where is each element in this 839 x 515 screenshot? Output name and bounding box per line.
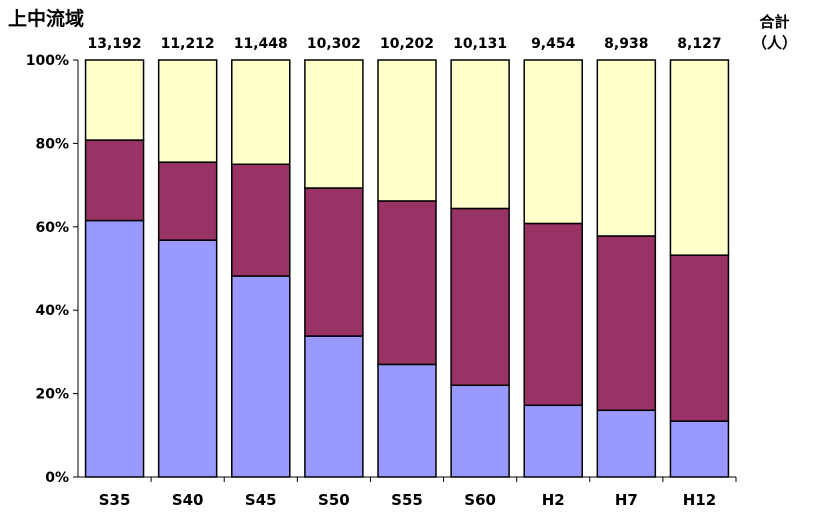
y-tick-label: 40% — [35, 303, 69, 319]
bar-segment — [157, 59, 218, 163]
total-value-label: 8,938 — [604, 36, 648, 52]
x-tick-label: S50 — [318, 491, 350, 509]
bar-segment — [377, 59, 437, 202]
bar-segment — [157, 161, 218, 241]
bar-segment — [596, 59, 657, 237]
total-value-label: 8,127 — [677, 36, 721, 52]
y-tick-label: 80% — [35, 136, 69, 152]
bar-segment — [84, 219, 145, 478]
x-tick-label: S60 — [464, 491, 496, 509]
bar-segment — [377, 363, 437, 478]
bar-segment — [596, 235, 657, 412]
bar-segment — [669, 59, 730, 256]
bar-segment — [304, 59, 364, 189]
bar-segment — [304, 187, 364, 337]
totals-header: 合計 （人） — [752, 12, 797, 54]
x-tick-label: H7 — [615, 491, 638, 509]
total-value-label: 10,302 — [307, 36, 361, 52]
bar-segment — [304, 335, 364, 478]
x-tick-label: S35 — [99, 491, 131, 509]
totals-header-line2: （人） — [752, 34, 798, 52]
x-tick-label: S40 — [172, 491, 204, 509]
bar-segment — [450, 384, 510, 478]
total-value-label: 9,454 — [531, 36, 576, 52]
bar-segment — [596, 409, 657, 478]
chart-title: 上中流域 — [8, 8, 85, 30]
total-value-label: 11,448 — [234, 36, 288, 52]
y-tick-label: 20% — [35, 387, 69, 403]
bar-segment — [450, 59, 510, 210]
y-tick-label: 60% — [35, 220, 69, 236]
bar-segment — [669, 420, 730, 478]
bar-segment — [523, 222, 583, 407]
x-tick-label: S55 — [391, 491, 423, 509]
bar-segment — [377, 200, 437, 366]
y-tick-label: 0% — [45, 470, 69, 486]
total-value-label: 11,212 — [161, 36, 215, 52]
bar-segment — [669, 254, 730, 422]
totals-header-line1: 合計 — [759, 13, 790, 31]
x-tick-label: S45 — [245, 491, 277, 509]
bar-segment — [450, 207, 510, 387]
x-tick-label: H2 — [542, 491, 565, 509]
bar-segment — [84, 139, 145, 222]
bar-segment — [157, 239, 218, 478]
bar-segment — [231, 59, 291, 165]
y-tick-label: 100% — [26, 53, 69, 69]
bar-segment — [523, 59, 583, 225]
total-value-label: 13,192 — [88, 36, 142, 52]
x-tick-label: H12 — [683, 491, 716, 509]
bar-segment — [231, 163, 291, 277]
total-value-label: 10,202 — [380, 36, 434, 52]
bar-segment — [231, 275, 291, 478]
bar-segment — [84, 59, 145, 141]
total-value-label: 10,131 — [453, 36, 507, 52]
bar-segment — [523, 404, 583, 478]
